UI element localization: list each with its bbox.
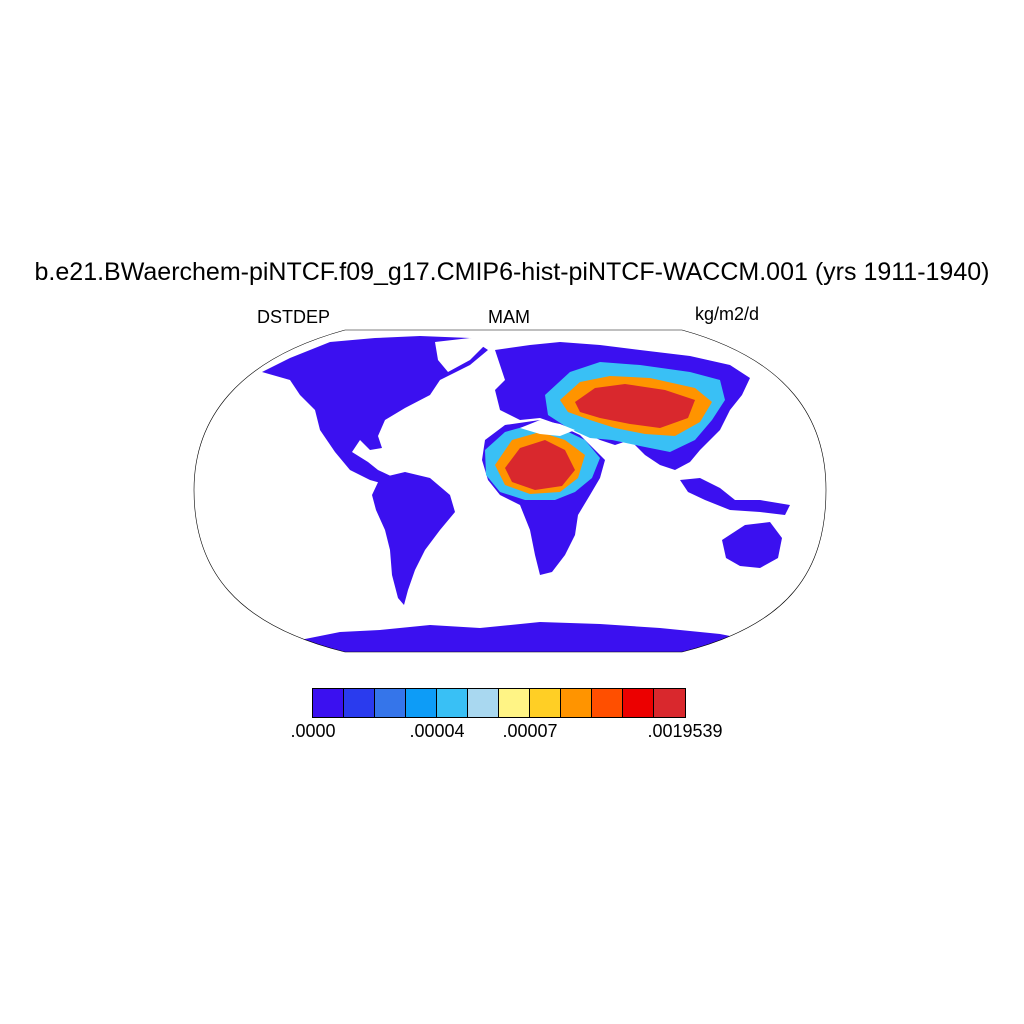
dust-max-zone-asia (575, 384, 695, 428)
colorbar-tick-label: .00007 (502, 721, 558, 741)
colorbar-box-5 (468, 689, 499, 717)
mediterranean-sea (520, 420, 575, 436)
south-america (372, 472, 455, 605)
antarctica (300, 622, 760, 652)
colorbar-box-9 (592, 689, 623, 717)
colorbar-box-8 (561, 689, 592, 717)
plot-title: b.e21.BWaerchem-piNTCF.f09_g17.CMIP6-his… (34, 258, 990, 286)
colorbar-box-11 (654, 689, 685, 717)
units-label: kg/m2/d (695, 304, 760, 324)
dust-max-zone-sahara (505, 440, 575, 490)
season-label: MAM (488, 307, 530, 327)
colorbar-box-10 (623, 689, 654, 717)
colorbar (312, 688, 686, 718)
southeast-asia (680, 478, 790, 515)
colorbar-box-2 (375, 689, 406, 717)
colorbar-tick-label: .00004 (409, 721, 465, 741)
colorbar-tick-label: .0000 (290, 721, 336, 741)
north-america (262, 336, 488, 485)
greenland (435, 338, 485, 372)
australia (722, 522, 782, 568)
variable-label: DSTDEP (257, 307, 331, 327)
colorbar-box-3 (406, 689, 437, 717)
colorbar-box-0 (313, 689, 344, 717)
colorbar-box-4 (437, 689, 468, 717)
colorbar-box-6 (499, 689, 530, 717)
colorbar-box-1 (344, 689, 375, 717)
globe-outline (193, 329, 827, 653)
colorbar-tick-label: .0019539 (647, 721, 723, 741)
colorbar-box-7 (530, 689, 561, 717)
